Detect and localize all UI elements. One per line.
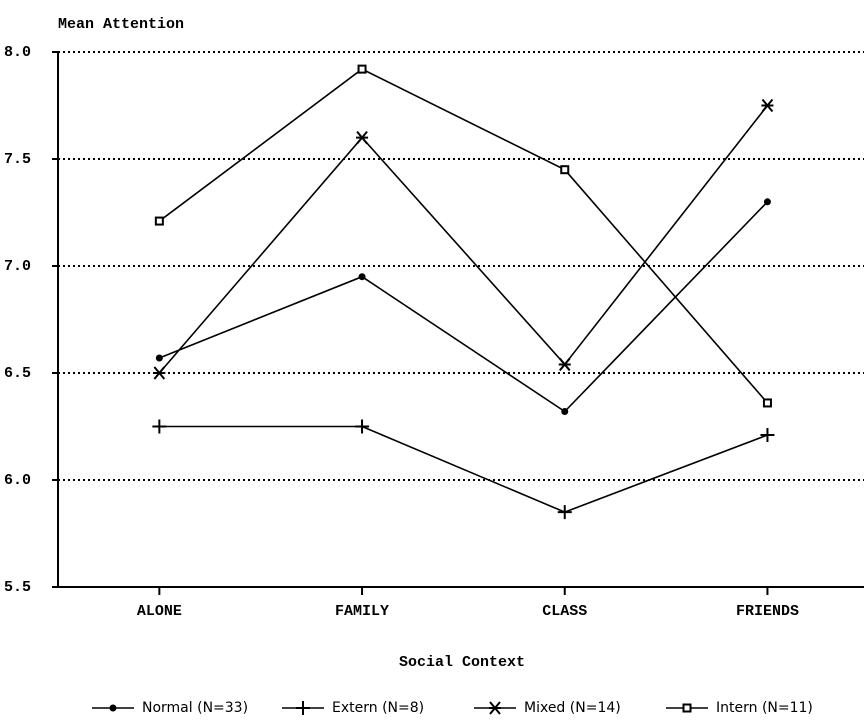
x-axis-label: Social Context bbox=[399, 654, 525, 671]
y-tick-label: 6.0 bbox=[4, 472, 31, 489]
marker bbox=[489, 701, 501, 715]
y-tick-label: 8.0 bbox=[4, 44, 31, 61]
series-line bbox=[159, 425, 768, 513]
y-tick-label: 7.0 bbox=[4, 258, 31, 275]
marker bbox=[154, 216, 164, 226]
marker bbox=[296, 701, 310, 715]
marker bbox=[558, 357, 571, 372]
x-tick-label: ALONE bbox=[137, 603, 182, 620]
marker bbox=[763, 198, 771, 206]
chart-title: Mean Attention bbox=[58, 16, 184, 33]
legend-label: Extern (N=8) bbox=[332, 700, 424, 716]
series-line bbox=[158, 105, 769, 374]
marker bbox=[355, 419, 370, 434]
x-tick-label: CLASS bbox=[542, 603, 587, 620]
marker bbox=[356, 130, 369, 145]
marker bbox=[561, 408, 569, 416]
x-tick-label: FRIENDS bbox=[736, 603, 799, 620]
marker bbox=[760, 428, 775, 443]
legend-label: Intern (N=11) bbox=[716, 700, 813, 716]
y-tick-label: 6.5 bbox=[4, 365, 31, 382]
marker bbox=[560, 165, 570, 175]
marker bbox=[557, 505, 572, 520]
series-line bbox=[159, 201, 769, 413]
marker bbox=[109, 704, 117, 712]
y-tick-label: 7.5 bbox=[4, 151, 31, 168]
marker bbox=[761, 98, 774, 113]
y-tick-label: 5.5 bbox=[4, 579, 31, 596]
marker bbox=[153, 366, 166, 380]
legend-label: Normal (N=33) bbox=[142, 700, 248, 716]
marker bbox=[762, 398, 772, 408]
marker bbox=[357, 64, 367, 74]
legend-label: Mixed (N=14) bbox=[524, 700, 621, 716]
marker bbox=[358, 273, 366, 281]
series-line bbox=[158, 68, 769, 404]
x-tick-label: FAMILY bbox=[335, 603, 389, 620]
marker bbox=[152, 419, 167, 434]
marker bbox=[155, 354, 163, 362]
marker bbox=[682, 703, 692, 713]
